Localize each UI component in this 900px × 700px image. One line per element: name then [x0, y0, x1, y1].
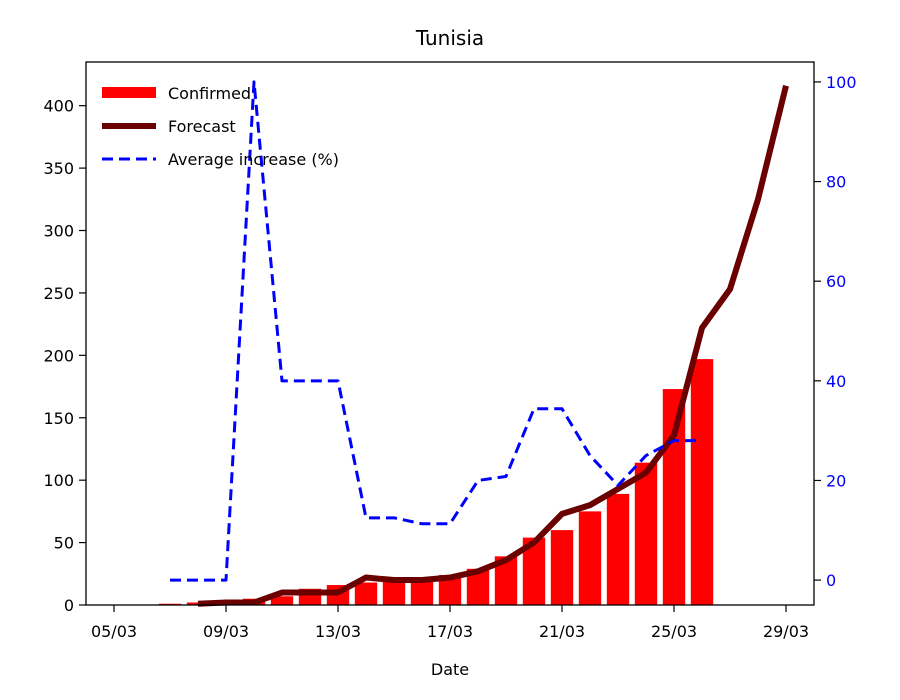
legend-swatch [102, 87, 156, 98]
bar [662, 389, 686, 605]
x-tick-label: 17/03 [427, 622, 473, 641]
y2-tick-label: 0 [826, 571, 836, 590]
y-tick-label: 200 [43, 346, 74, 365]
y-axis-left: 0 50 100 150 200 250 300 350 400 [43, 97, 86, 615]
bar [578, 511, 602, 605]
bar [522, 537, 546, 605]
bar [354, 582, 378, 605]
y2-tick-label: 60 [826, 272, 846, 291]
bar [382, 580, 406, 605]
bar [438, 575, 462, 605]
y-tick-label: 50 [54, 534, 74, 553]
bar [494, 556, 518, 605]
average-increase-line [170, 80, 702, 582]
y2-tick-label: 40 [826, 372, 846, 391]
x-tick-label: 13/03 [315, 622, 361, 641]
y-tick-label: 400 [43, 97, 74, 116]
x-tick-label: 05/03 [91, 622, 137, 641]
legend-label: Forecast [168, 117, 236, 136]
x-tick-label: 29/03 [763, 622, 809, 641]
bar [466, 568, 490, 605]
y-tick-label: 250 [43, 284, 74, 303]
legend-label: Average increase (%) [168, 150, 339, 169]
y2-tick-label: 100 [826, 73, 857, 92]
bar [634, 462, 658, 605]
y2-tick-label: 20 [826, 471, 846, 490]
x-tick-label: 09/03 [203, 622, 249, 641]
y2-tick-label: 80 [826, 173, 846, 192]
chart-title: Tunisia [415, 26, 484, 50]
x-axis-title: Date [431, 660, 469, 679]
legend-label: Confirmed [168, 84, 251, 103]
bar [606, 493, 630, 605]
bar [270, 596, 294, 605]
y-axis-right: 0 20 40 60 80 100 [814, 73, 857, 590]
legend: Confirmed Forecast Average increase (%) [102, 84, 339, 169]
x-axis: 05/03 09/03 13/03 17/03 21/03 25/03 29/03 [91, 605, 809, 641]
bar-layer [158, 359, 714, 605]
y-tick-label: 350 [43, 159, 74, 178]
forecast-line [197, 85, 789, 607]
x-tick-label: 25/03 [651, 622, 697, 641]
x-tick-label: 21/03 [539, 622, 585, 641]
y-tick-label: 100 [43, 471, 74, 490]
y-tick-label: 0 [64, 596, 74, 615]
line-layer [170, 80, 789, 607]
bar [690, 359, 714, 605]
bar [550, 530, 574, 605]
y-tick-label: 300 [43, 222, 74, 241]
bar [410, 580, 434, 605]
y-tick-label: 150 [43, 409, 74, 428]
